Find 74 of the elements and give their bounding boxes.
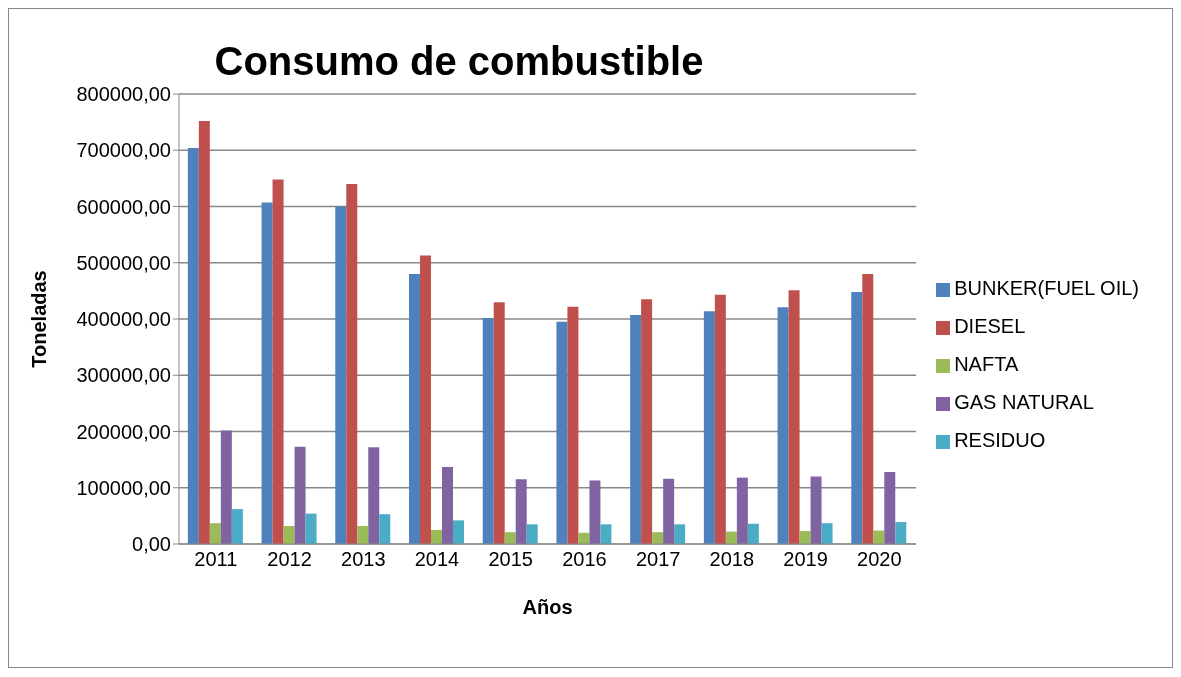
x-tick-label: 2013 <box>341 548 386 571</box>
y-tick-label: 700000,00 <box>76 139 171 162</box>
x-tick-label: 2012 <box>267 548 312 571</box>
bar <box>810 476 822 544</box>
bar <box>714 294 726 544</box>
bar <box>884 472 896 544</box>
bar <box>736 477 748 544</box>
bar <box>452 520 464 544</box>
chart-title: Consumo de combustible <box>213 39 705 84</box>
x-tick-label: 2020 <box>857 548 902 571</box>
x-tick-label: 2015 <box>488 548 533 571</box>
x-axis-title: Años <box>522 596 573 618</box>
y-tick-label: 300000,00 <box>76 364 171 387</box>
bar <box>799 531 811 544</box>
legend-label: GAS NATURAL <box>954 391 1094 413</box>
bar <box>777 307 789 544</box>
y-axis-title: Toneladas <box>28 270 51 368</box>
bar <box>430 529 442 544</box>
y-tick-label: 500000,00 <box>76 251 171 274</box>
bar <box>504 532 516 544</box>
legend-label: RESIDUO <box>954 429 1046 451</box>
bar <box>747 523 759 544</box>
bar <box>703 311 715 544</box>
bar <box>652 532 664 544</box>
bar <box>441 466 453 544</box>
bar <box>589 480 601 544</box>
x-tick-label: 2019 <box>783 548 828 571</box>
bar <box>198 121 210 544</box>
bar <box>335 206 347 544</box>
legend-label: DIESEL <box>954 315 1026 337</box>
bar <box>379 514 391 544</box>
bar <box>821 523 833 544</box>
bar <box>526 524 538 544</box>
bar <box>187 148 199 544</box>
bar <box>493 302 505 544</box>
bar <box>408 274 420 544</box>
bar <box>482 317 494 544</box>
y-tick-label: 600000,00 <box>76 195 171 218</box>
bar <box>630 315 642 544</box>
bar <box>862 274 874 544</box>
bar <box>641 299 653 544</box>
bar <box>419 255 431 544</box>
bar <box>346 184 358 544</box>
bar <box>231 509 243 544</box>
x-tick-label: 2018 <box>709 548 755 571</box>
y-tick-label: 200000,00 <box>76 420 171 443</box>
y-tick-label: 800000,00 <box>76 83 171 106</box>
x-tick-label: 2014 <box>414 548 460 571</box>
bar <box>305 513 317 544</box>
bar <box>663 478 675 544</box>
bar <box>556 321 568 544</box>
bar <box>368 447 380 544</box>
bar <box>895 522 907 544</box>
bar <box>567 306 579 544</box>
bar <box>674 524 686 544</box>
bar <box>220 430 232 544</box>
bar <box>515 479 527 544</box>
bar <box>851 292 863 544</box>
bar <box>209 523 221 544</box>
y-tick-label: 400000,00 <box>76 308 171 331</box>
y-tick-label: 0,00 <box>132 533 171 556</box>
bar <box>261 202 273 544</box>
y-tick-label: 100000,00 <box>76 476 171 499</box>
bar <box>357 526 369 544</box>
bar <box>294 446 306 544</box>
legend-label: NAFTA <box>954 353 1019 375</box>
bar <box>272 179 284 544</box>
x-tick-label: 2017 <box>635 548 681 571</box>
x-tick-label: 2011 <box>194 548 238 571</box>
bar <box>283 526 295 544</box>
bar <box>600 524 612 544</box>
legend-label: BUNKER(FUEL OIL) <box>954 277 1139 299</box>
x-tick-label: 2016 <box>562 548 607 571</box>
bar <box>788 290 800 544</box>
